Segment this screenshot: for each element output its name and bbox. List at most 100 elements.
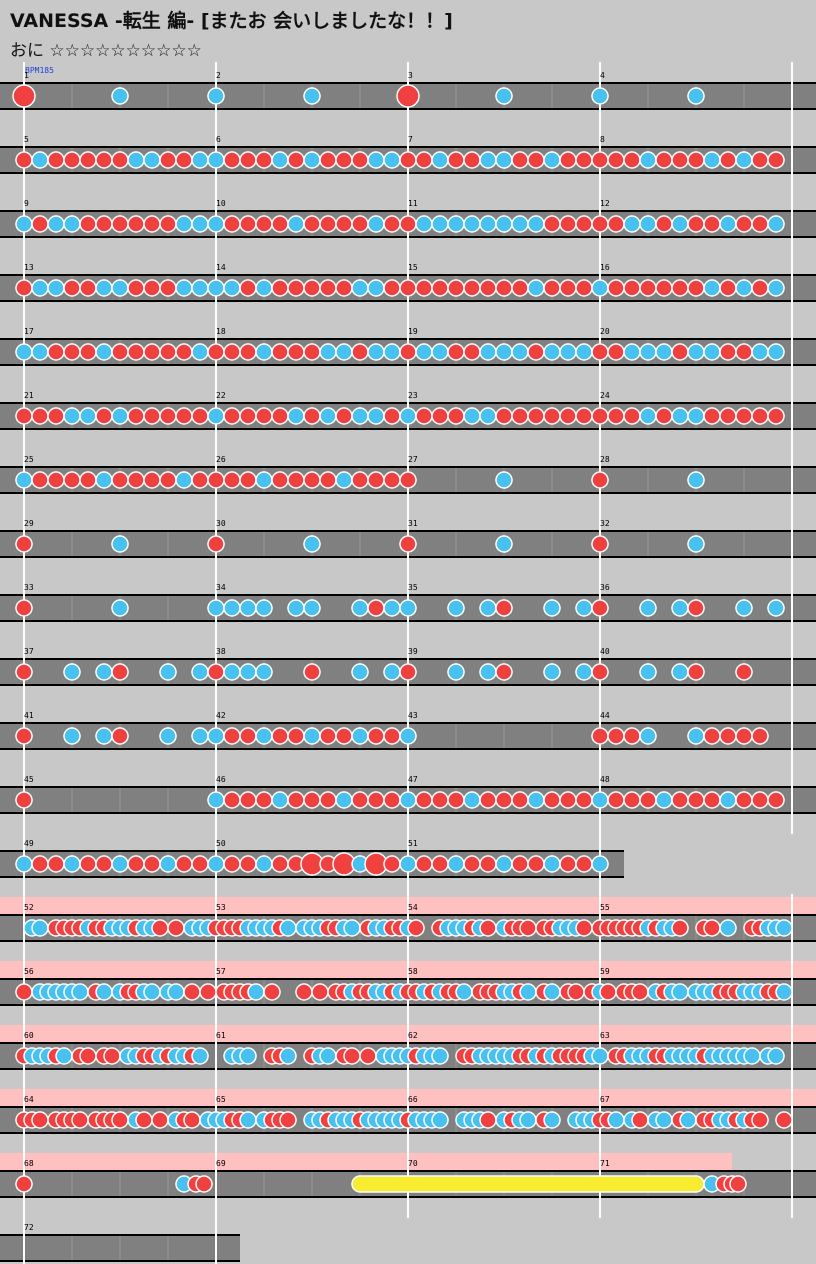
- ka-note: [575, 663, 593, 681]
- ka-note: [399, 599, 417, 617]
- ka-note: [671, 599, 689, 617]
- bar-number: 18: [216, 327, 226, 336]
- ka-note: [591, 87, 609, 105]
- ka-note: [623, 343, 641, 361]
- ka-note: [767, 279, 785, 297]
- ka-note: [719, 215, 737, 233]
- don-note: [591, 663, 609, 681]
- don-note: [79, 151, 97, 169]
- don-note: [15, 791, 33, 809]
- don-note: [159, 151, 177, 169]
- ka-note: [303, 599, 321, 617]
- don-note: [271, 343, 289, 361]
- don-note: [431, 855, 449, 873]
- ka-note: [639, 599, 657, 617]
- don-note: [631, 983, 649, 1001]
- ka-note: [31, 919, 49, 937]
- ka-note: [463, 791, 481, 809]
- don-note: [143, 215, 161, 233]
- ka-note: [279, 1047, 297, 1065]
- don-note: [63, 151, 81, 169]
- don-note: [79, 855, 97, 873]
- don-note: [511, 279, 529, 297]
- bar-number: 14: [216, 263, 226, 272]
- bar-number: 56: [24, 967, 34, 976]
- ka-note: [95, 663, 113, 681]
- ka-note: [671, 407, 689, 425]
- don-note: [607, 407, 625, 425]
- bar-number: 17: [24, 327, 34, 336]
- don-note: [239, 215, 257, 233]
- bar-number: 66: [408, 1095, 418, 1104]
- don-note: [79, 471, 97, 489]
- ka-note: [719, 791, 737, 809]
- ka-note: [447, 663, 465, 681]
- don-note: [183, 1111, 201, 1129]
- ka-note: [687, 407, 705, 425]
- don-note: [159, 215, 177, 233]
- ka-note: [399, 855, 417, 873]
- ka-note: [335, 343, 353, 361]
- don-note: [303, 343, 321, 361]
- don-note: [319, 151, 337, 169]
- don-note: [687, 791, 705, 809]
- don-note: [47, 855, 65, 873]
- don-note: [607, 343, 625, 361]
- don-note: [575, 279, 593, 297]
- don-note: [735, 343, 753, 361]
- ka-note: [47, 279, 65, 297]
- don-note: [175, 855, 193, 873]
- don-note: [607, 727, 625, 745]
- don-note: [735, 663, 753, 681]
- ka-note: [207, 279, 225, 297]
- don-note: [639, 791, 657, 809]
- ka-note: [335, 791, 353, 809]
- drumroll-bar: [351, 1175, 705, 1193]
- don-note: [287, 151, 305, 169]
- ka-note: [191, 343, 209, 361]
- ka-note: [31, 279, 49, 297]
- don-note: [111, 343, 129, 361]
- don-note: [367, 727, 385, 745]
- don-note: [623, 727, 641, 745]
- don-note: [95, 215, 113, 233]
- bar-number: 3: [408, 71, 413, 80]
- bar-number: 30: [216, 519, 226, 528]
- ka-note: [255, 663, 273, 681]
- don-note: [239, 151, 257, 169]
- don-note: [47, 151, 65, 169]
- ka-note: [367, 407, 385, 425]
- bar-number: 22: [216, 391, 226, 400]
- don-note: [279, 1111, 297, 1129]
- don-note: [495, 599, 513, 617]
- ka-note: [543, 983, 561, 1001]
- don-note: [607, 215, 625, 233]
- ka-note: [383, 343, 401, 361]
- bar-number: 59: [600, 967, 610, 976]
- don-note: [447, 151, 465, 169]
- don-note: [687, 215, 705, 233]
- don-note: [527, 855, 545, 873]
- bar-number: 50: [216, 839, 226, 848]
- bar-number: 20: [600, 327, 610, 336]
- don-note: [495, 791, 513, 809]
- don-note: [111, 215, 129, 233]
- don-note: [447, 407, 465, 425]
- don-note: [559, 215, 577, 233]
- don-note: [319, 791, 337, 809]
- don-note: [223, 855, 241, 873]
- don-note: [396, 84, 420, 108]
- don-note: [47, 471, 65, 489]
- don-note: [359, 1047, 377, 1065]
- ka-note: [671, 215, 689, 233]
- ka-note: [575, 599, 593, 617]
- ka-note: [287, 407, 305, 425]
- ka-note: [639, 663, 657, 681]
- difficulty-stars: ☆☆☆☆☆☆☆☆☆☆: [49, 41, 202, 61]
- don-note: [103, 1047, 121, 1065]
- don-note: [143, 471, 161, 489]
- don-note: [239, 791, 257, 809]
- don-note: [31, 1111, 49, 1129]
- ka-note: [47, 215, 65, 233]
